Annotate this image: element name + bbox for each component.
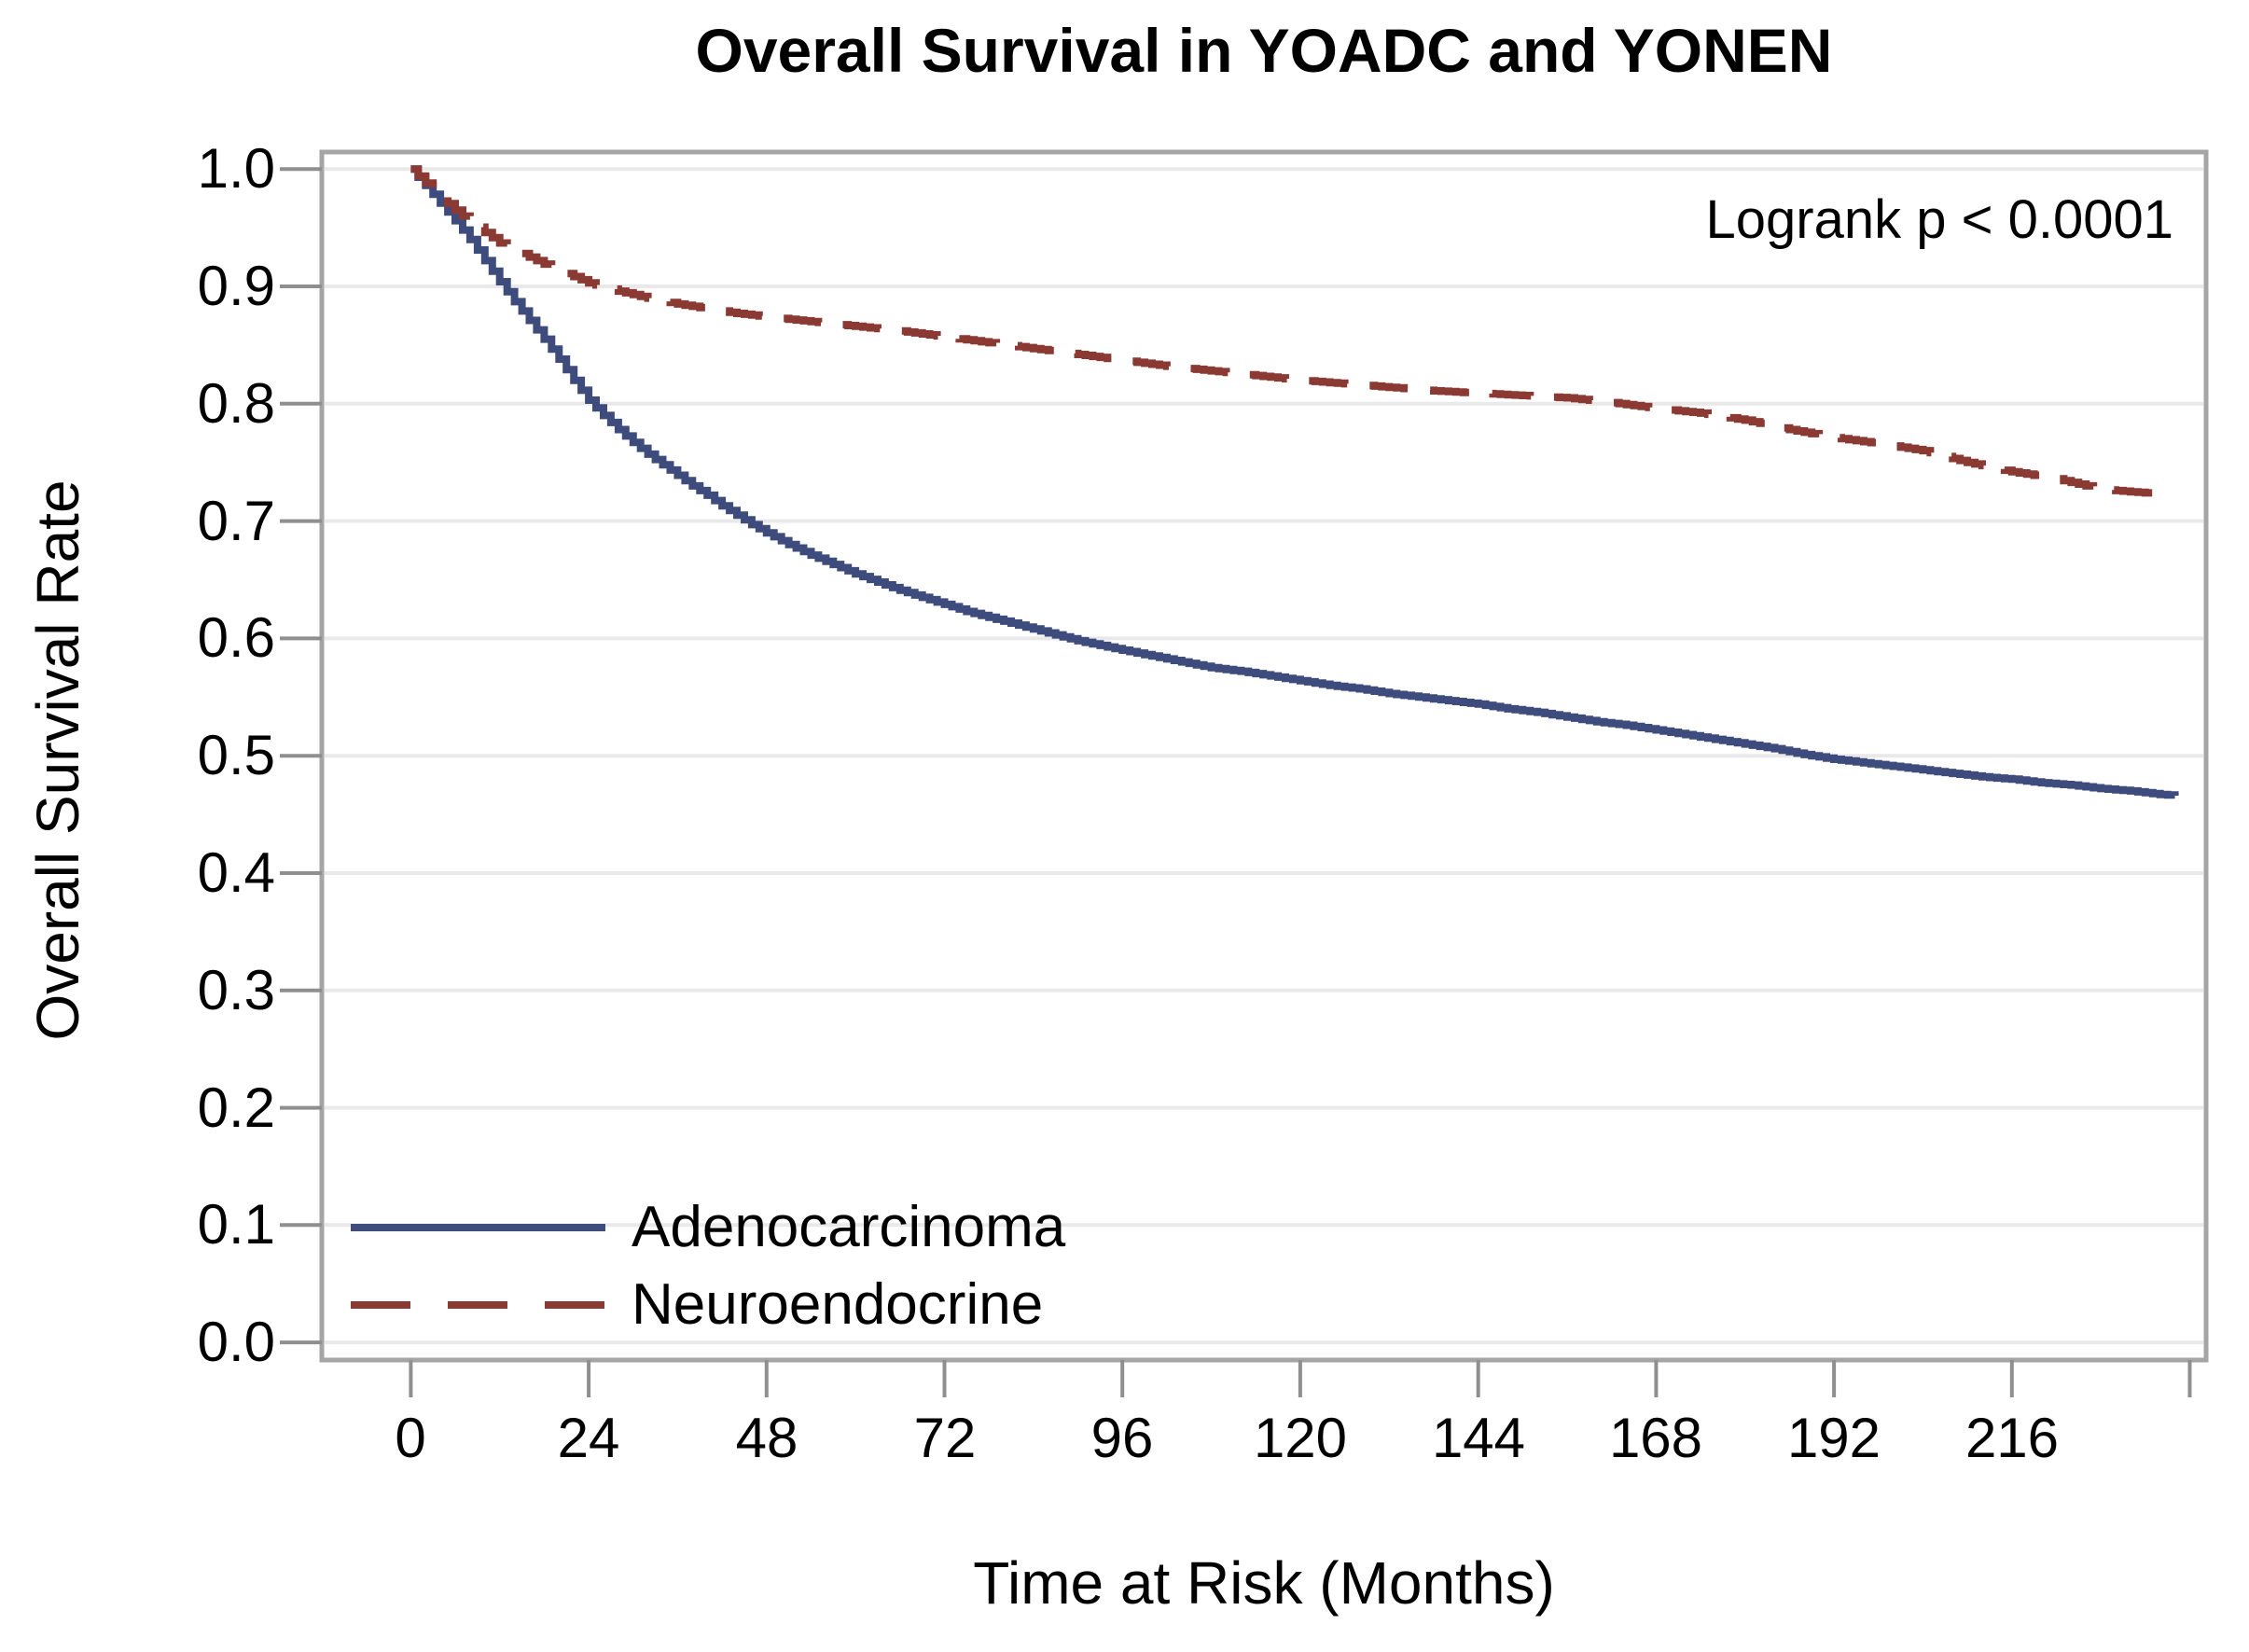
- x-tick-label-0: 0: [395, 1407, 426, 1469]
- y-tick-label-0.9: 0.9: [197, 255, 275, 317]
- x-tick-label-72: 72: [913, 1407, 977, 1469]
- x-tick-label-120: 120: [1253, 1407, 1348, 1469]
- y-tick-label-0.5: 0.5: [197, 724, 275, 786]
- x-tick-label-144: 144: [1431, 1407, 1526, 1469]
- y-tick-label-1.0: 1.0: [197, 137, 275, 200]
- x-tick-label-24: 24: [557, 1407, 620, 1469]
- legend-label-adenocarcinoma: Adenocarcinoma: [632, 1195, 1066, 1259]
- y-tick-label-0.8: 0.8: [197, 372, 275, 435]
- y-tick-label-0.6: 0.6: [197, 606, 275, 669]
- y-tick-label-0.0: 0.0: [197, 1311, 275, 1373]
- y-axis-title: Overall Survival Rate: [24, 479, 91, 1041]
- x-tick-label-48: 48: [735, 1407, 798, 1469]
- logrank-pvalue-annotation: Logrank p < 0.0001: [1705, 189, 2173, 250]
- x-axis-title: Time at Risk (Months): [973, 1549, 1555, 1617]
- y-tick-label-0.4: 0.4: [197, 841, 275, 904]
- legend-label-neuroendocrine: Neuroendocrine: [632, 1272, 1044, 1337]
- x-tick-label-96: 96: [1090, 1407, 1154, 1469]
- curve-adenocarcinoma: [410, 165, 2179, 799]
- y-tick-label-0.3: 0.3: [197, 959, 275, 1021]
- y-tick-label-0.2: 0.2: [197, 1076, 275, 1139]
- x-tick-label-216: 216: [1964, 1407, 2060, 1469]
- x-tick-label-192: 192: [1786, 1407, 1881, 1469]
- y-tick-label-0.7: 0.7: [197, 490, 275, 552]
- chart-title: Overall Survival in YOADC and YONEN: [695, 16, 1833, 85]
- y-tick-label-0.1: 0.1: [197, 1193, 275, 1256]
- x-tick-label-168: 168: [1608, 1407, 1703, 1469]
